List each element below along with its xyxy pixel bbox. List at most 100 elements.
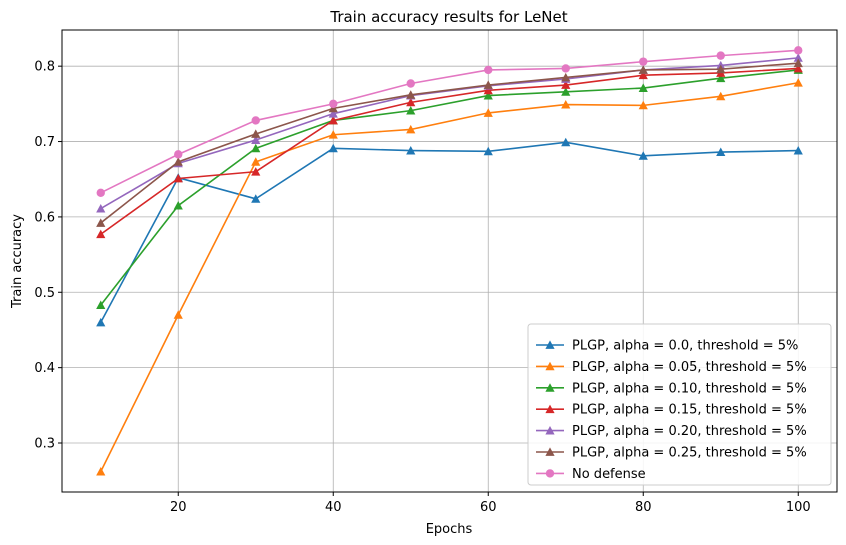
data-point (96, 229, 106, 239)
legend-label: PLGP, alpha = 0.05, threshold = 5% (572, 360, 807, 375)
series-0 (96, 137, 803, 327)
data-point (484, 65, 493, 75)
plot-frame (61, 29, 838, 493)
series-layer (96, 46, 803, 476)
data-point (793, 63, 803, 73)
series-1 (96, 78, 803, 476)
data-point (328, 143, 338, 153)
legend-label: PLGP, alpha = 0.20, threshold = 5% (572, 424, 807, 439)
data-point (483, 146, 493, 156)
data-point (793, 58, 803, 68)
series-line (100, 81, 799, 473)
legend-label: PLGP, alpha = 0.15, threshold = 5% (572, 403, 807, 418)
y-tick-label: 0.5 (34, 286, 55, 301)
data-point (406, 106, 416, 115)
legend-label: PLGP, alpha = 0.25, threshold = 5% (572, 446, 807, 461)
data-point (794, 46, 803, 55)
series-line (100, 69, 799, 306)
data-point (561, 64, 570, 73)
legend-marker (545, 469, 555, 478)
legend-marker (545, 383, 555, 392)
data-point (96, 218, 106, 227)
data-point (251, 167, 261, 176)
legend-label: PLGP, alpha = 0.0, threshold = 5% (572, 339, 798, 354)
data-point (716, 73, 726, 83)
data-point (483, 90, 493, 100)
data-point (96, 317, 106, 327)
legend-entry: PLGP, alpha = 0.10, threshold = 5% (536, 381, 807, 396)
x-tick-label: 40 (325, 500, 342, 515)
data-point (96, 204, 106, 213)
y-tick-label: 0.4 (34, 361, 55, 376)
y-axis-label: Train accuracy (10, 214, 25, 309)
data-point (561, 80, 571, 89)
legend-entry: PLGP, alpha = 0.15, threshold = 5% (536, 403, 807, 418)
x-tick-label: 100 (786, 500, 811, 515)
legend-items: PLGP, alpha = 0.0, threshold = 5% PLGP, a… (536, 339, 807, 482)
data-point (793, 145, 803, 155)
data-point (174, 150, 183, 159)
data-point (251, 194, 261, 203)
legend-marker (545, 340, 555, 349)
series-5 (96, 58, 803, 227)
data-point (561, 72, 571, 82)
data-point (328, 109, 338, 118)
series-line (100, 62, 799, 224)
grid (62, 30, 837, 492)
data-point (251, 157, 261, 166)
data-point (638, 83, 648, 92)
data-point (561, 87, 571, 96)
data-point (173, 157, 183, 166)
data-point (793, 53, 803, 62)
data-point (173, 310, 183, 319)
data-point (173, 173, 183, 183)
data-point (716, 64, 726, 74)
data-point (96, 188, 105, 197)
y-tick-label: 0.3 (34, 437, 55, 452)
data-point (173, 201, 183, 210)
y-tick-label: 0.7 (34, 135, 55, 150)
series-line (100, 141, 799, 323)
data-point (96, 467, 106, 476)
ticks: 20 40 60 80 100 0.3 0.4 0.5 0.6 0.7 0.8 (34, 60, 810, 515)
x-axis-label: Epochs (426, 522, 473, 537)
series-line (100, 49, 799, 194)
data-point (793, 78, 803, 87)
data-point (716, 147, 726, 157)
legend-label: PLGP, alpha = 0.10, threshold = 5% (572, 381, 807, 396)
y-tick-label: 0.8 (34, 60, 55, 75)
data-point (716, 91, 726, 101)
data-point (561, 137, 571, 147)
data-point (406, 124, 416, 134)
data-point (329, 99, 338, 109)
legend-entry: PLGP, alpha = 0.0, threshold = 5% (536, 339, 798, 354)
series-2 (96, 65, 803, 309)
legend: PLGP, alpha = 0.0, threshold = 5% PLGP, a… (527, 323, 832, 486)
data-point (251, 135, 261, 144)
data-point (251, 129, 261, 138)
legend-frame (527, 323, 832, 486)
data-point (638, 100, 648, 110)
data-point (483, 108, 493, 117)
data-point (406, 79, 415, 88)
data-point (561, 100, 571, 109)
data-point (638, 70, 648, 80)
x-tick-label: 60 (480, 500, 497, 515)
data-point (328, 130, 338, 139)
data-point (716, 51, 725, 60)
data-point (638, 151, 648, 160)
legend-marker (545, 404, 555, 414)
data-point (251, 143, 261, 153)
data-point (639, 57, 648, 66)
legend-entry: PLGP, alpha = 0.05, threshold = 5% (536, 360, 807, 375)
data-point (406, 145, 416, 155)
data-point (406, 90, 416, 99)
legend-marker (545, 361, 555, 371)
legend-label: No defense (572, 467, 646, 482)
legend-entry: PLGP, alpha = 0.25, threshold = 5% (536, 446, 807, 461)
data-point (638, 65, 648, 74)
data-point (251, 116, 260, 125)
series-3 (96, 63, 803, 239)
legend-marker (545, 426, 555, 435)
